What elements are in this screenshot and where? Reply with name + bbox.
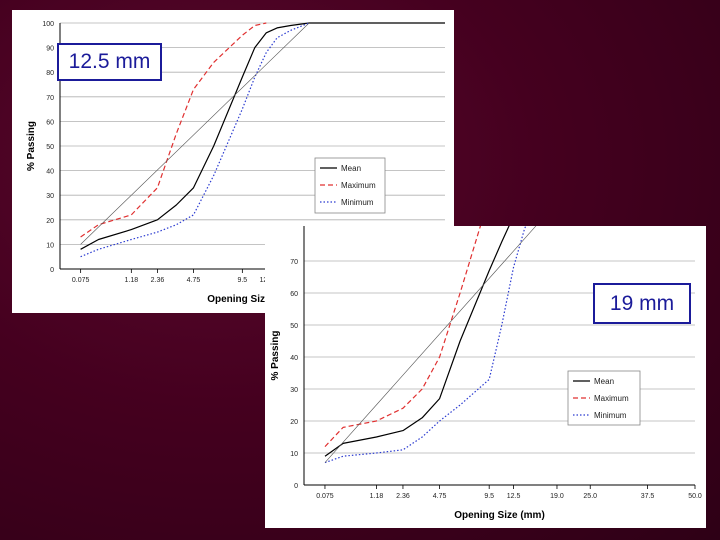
x-axis-title: Opening Size (mm) (207, 294, 298, 305)
x-tick-label: 0.075 (72, 277, 90, 284)
legend-box (314, 157, 386, 214)
legend-label: Minimum (594, 411, 627, 420)
chart-panel-19mm: 0 10 20 30 40 50 60 70 0.075 1.18 2.36 4.75 9.5 12.5 1… (265, 226, 706, 528)
x-tick-label: 19.0 (550, 493, 564, 500)
x-tick-label: 4.75 (187, 277, 201, 284)
y-axis-title: % Passing (270, 330, 281, 380)
y-tick-label: 40 (290, 355, 298, 362)
y-tick-label: 60 (46, 119, 54, 126)
x-tick-label: 12.5 (507, 493, 521, 500)
x-tick-label: 1.18 (125, 277, 139, 284)
series-maximum (324, 226, 482, 448)
gradation-chart-19mm: 0 10 20 30 40 50 60 70 0.075 1.18 2.36 4.75 9.5 12.5 1… (270, 226, 702, 521)
series-group (80, 22, 445, 258)
series-minimum (324, 226, 527, 464)
chart-label-19mm: 19 mm (593, 283, 691, 324)
y-tick-label: 10 (46, 242, 54, 249)
x-tick-label: 25.0 (583, 493, 597, 500)
y-axis-title: % Passing (26, 121, 37, 171)
legend: Mean Maximum Minimum (314, 157, 386, 214)
legend-label: Mean (341, 164, 361, 173)
reference-line (80, 22, 310, 245)
series-mean (80, 22, 445, 250)
reference-line (324, 226, 537, 463)
y-tick-label: 50 (290, 323, 298, 330)
y-tick-label: 100 (42, 21, 54, 28)
y-tick-label: 10 (290, 451, 298, 458)
chart-label-12-5mm: 12.5 mm (57, 43, 162, 81)
y-tick-label: 30 (290, 387, 298, 394)
y-tick-label: 0 (294, 483, 298, 490)
x-tick-label: 9.5 (484, 493, 494, 500)
y-tick-label: 80 (46, 70, 54, 77)
series-mean (324, 226, 510, 457)
y-tick-label: 60 (290, 291, 298, 298)
x-axis-title: Opening Size (mm) (454, 510, 545, 521)
x-tick-label: 37.5 (641, 493, 655, 500)
series-minimum (80, 22, 310, 258)
y-tick-label: 20 (46, 218, 54, 225)
y-tick-label: 70 (46, 95, 54, 102)
legend-label: Mean (594, 377, 614, 386)
x-tick-label: 50.0 (688, 493, 702, 500)
x-tick-label: 4.75 (433, 493, 447, 500)
legend-label: Minimum (341, 198, 374, 207)
x-tick-label: 9.5 (237, 277, 247, 284)
y-tick-label: 30 (46, 193, 54, 200)
x-tick-label: 2.36 (396, 493, 410, 500)
legend-label: Maximum (594, 394, 629, 403)
x-tick-label: 2.36 (151, 277, 165, 284)
series-group (324, 226, 537, 464)
y-tick-label: 50 (46, 144, 54, 151)
y-tick-label: 20 (290, 419, 298, 426)
legend: Mean Maximum Minimum (567, 370, 641, 426)
y-tick-label: 40 (46, 169, 54, 176)
x-tick-label: 1.18 (370, 493, 384, 500)
y-tick-label: 70 (290, 259, 298, 266)
y-tick-label: 90 (46, 46, 54, 53)
legend-box (567, 370, 641, 426)
x-tick-label: 0.075 (316, 493, 334, 500)
legend-label: Maximum (341, 181, 376, 190)
y-tick-label: 0 (50, 267, 54, 274)
